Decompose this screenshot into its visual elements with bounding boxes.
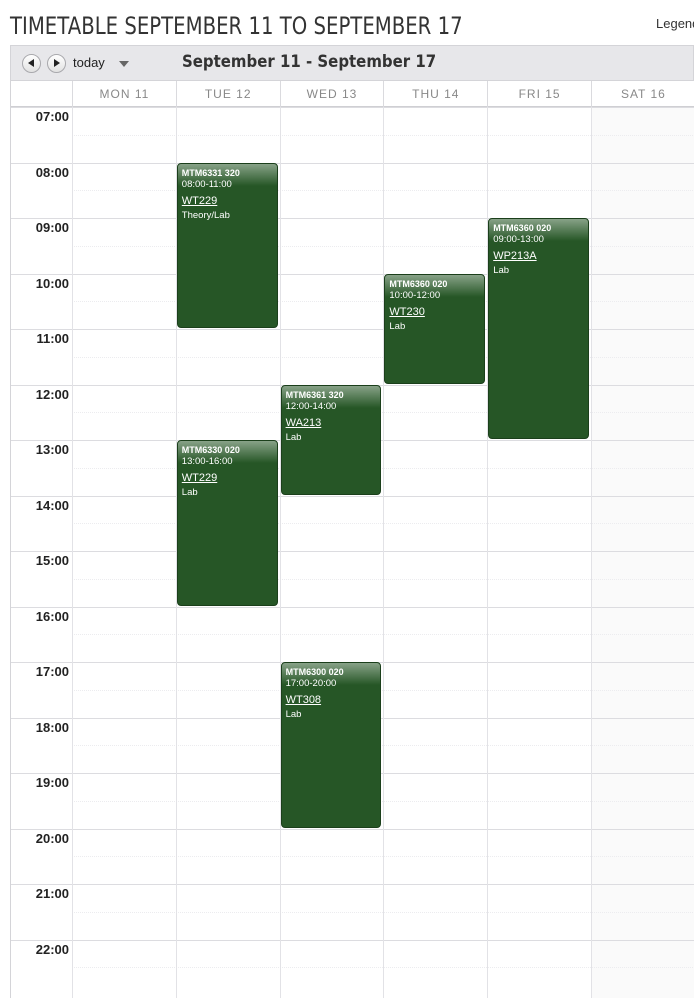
event-block[interactable]: MTM6300 020 17:00-20:00 WT308 Lab: [280, 662, 382, 828]
half-hour-gridline: [72, 301, 694, 303]
day-column-divider: [591, 107, 592, 998]
event-room-link[interactable]: WT308: [285, 694, 322, 706]
event-course-code: MTM6360 020: [493, 223, 552, 233]
event-course-code: MTM6360 020: [389, 278, 448, 289]
half-hour-gridline: [72, 523, 694, 525]
page-title: TIMETABLE SEPTEMBER 11 TO SEPTEMBER 17: [10, 12, 463, 40]
half-hour-gridline: [72, 356, 694, 358]
time-label-0800: 08:00: [35, 164, 69, 180]
hour-gridline: [11, 162, 694, 164]
time-label-1500: 15:00: [35, 553, 69, 568]
time-label-2200: 22:00: [35, 941, 69, 957]
half-hour-gridline: [72, 190, 694, 192]
week-calendar-grid: MON 11 TUE 12 WED 13 THU 14 FRI 15 SAT 16 07:…: [10, 80, 694, 998]
day-column-divider: [487, 107, 489, 998]
half-hour-gridline: [72, 689, 694, 691]
hour-gridline: [11, 939, 694, 941]
day-column-divider: [279, 107, 281, 998]
time-label-1800: 18:00: [35, 719, 69, 735]
date-range-label: September 11 - September 17: [182, 52, 437, 72]
hour-gridline: [11, 884, 694, 885]
half-hour-gridline: [72, 856, 694, 858]
event-type: Lab: [181, 487, 198, 498]
half-hour-gridline: [72, 800, 694, 802]
half-hour-gridline: [72, 245, 694, 247]
time-label-1600: 16:00: [35, 608, 69, 624]
time-label-2000: 20:00: [35, 830, 69, 846]
time-label-2100: 21:00: [35, 886, 69, 901]
chevron-right-icon: [54, 59, 60, 67]
event-room-link[interactable]: WT229: [181, 194, 218, 207]
event-time: 12:00-14:00: [285, 400, 337, 412]
day-header-row: MON 11 TUE 12 WED 13 THU 14 FRI 15 SAT 16: [11, 80, 694, 107]
hour-gridline: [11, 828, 694, 830]
chevron-left-icon: [28, 59, 34, 67]
day-header-1: TUE 12: [175, 81, 280, 107]
event-type: Lab: [389, 320, 406, 332]
half-hour-gridline: [72, 634, 694, 636]
half-hour-gridline: [72, 745, 694, 747]
hour-gridline: [11, 606, 694, 608]
time-label-1400: 14:00: [35, 497, 69, 513]
time-label-1100: 11:00: [36, 331, 69, 346]
next-week-button[interactable]: [47, 54, 66, 73]
legend-link[interactable]: Legend: [656, 16, 694, 31]
hour-gridline: [11, 273, 694, 275]
hour-gridline: [11, 329, 694, 330]
hour-gridline: [11, 218, 694, 219]
event-type: Lab: [285, 431, 302, 443]
event-room-link[interactable]: WA213: [285, 416, 322, 429]
today-button[interactable]: today: [73, 55, 105, 70]
weekend-column-bg: [591, 107, 694, 998]
half-hour-gridline: [72, 578, 694, 580]
event-block[interactable]: MTM6330 020 13:00-16:00 WT229 Lab: [176, 440, 278, 606]
day-header-3: THU 14: [383, 81, 487, 107]
half-hour-gridline: [72, 134, 694, 136]
event-room-link[interactable]: WT230: [389, 305, 425, 318]
day-column-divider: [175, 107, 177, 998]
event-type: Lab: [285, 709, 302, 720]
event-room-link[interactable]: WP213A: [493, 250, 537, 262]
event-time: 08:00-11:00: [181, 178, 232, 190]
hour-gridline: [11, 495, 694, 497]
event-time: 13:00-16:00: [181, 456, 233, 467]
event-time: 09:00-13:00: [493, 234, 544, 245]
day-column-divider: [72, 107, 73, 998]
time-label-1200: 12:00: [35, 386, 69, 402]
event-course-code: MTM6300 020: [285, 667, 344, 677]
day-header-5: SAT 16: [591, 81, 694, 107]
time-label-1900: 19:00: [35, 775, 69, 790]
half-hour-gridline: [72, 412, 694, 414]
event-course-code: MTM6361 320: [285, 389, 344, 400]
caret-down-icon[interactable]: [119, 61, 129, 67]
day-header-0: MON 11: [72, 81, 176, 107]
event-block[interactable]: MTM6360 020 09:00-13:00 WP213A Lab: [488, 218, 589, 439]
half-hour-gridline: [72, 967, 694, 969]
hour-gridline: [11, 107, 694, 108]
time-label-1000: 10:00: [35, 275, 69, 291]
day-header-2: WED 13: [279, 81, 384, 107]
event-time: 10:00-12:00: [389, 289, 441, 301]
time-label-1300: 13:00: [35, 442, 69, 457]
half-hour-gridline: [72, 467, 694, 469]
day-header-4: FRI 15: [487, 81, 591, 107]
event-block[interactable]: MTM6331 320 08:00-11:00 WT229 Theory/Lab: [176, 162, 278, 328]
time-label-0700: 07:00: [35, 109, 69, 124]
event-type: Theory/Lab: [181, 209, 230, 221]
half-hour-gridline: [72, 911, 694, 913]
time-label-0900: 09:00: [35, 220, 69, 235]
event-time: 17:00-20:00: [285, 678, 337, 689]
hour-gridline: [11, 551, 694, 552]
event-course-code: MTM6330 020: [181, 445, 240, 455]
event-block[interactable]: MTM6361 320 12:00-14:00 WA213 Lab: [280, 384, 382, 495]
event-course-code: MTM6331 320: [181, 167, 240, 178]
calendar-toolbar: today September 11 - September 17: [10, 45, 694, 80]
event-block[interactable]: MTM6360 020 10:00-12:00 WT230 Lab: [384, 273, 486, 384]
event-room-link[interactable]: WT229: [181, 472, 218, 484]
day-column-divider: [383, 107, 385, 998]
event-type: Lab: [493, 265, 510, 276]
time-label-1700: 17:00: [35, 664, 69, 679]
prev-week-button[interactable]: [22, 54, 41, 73]
